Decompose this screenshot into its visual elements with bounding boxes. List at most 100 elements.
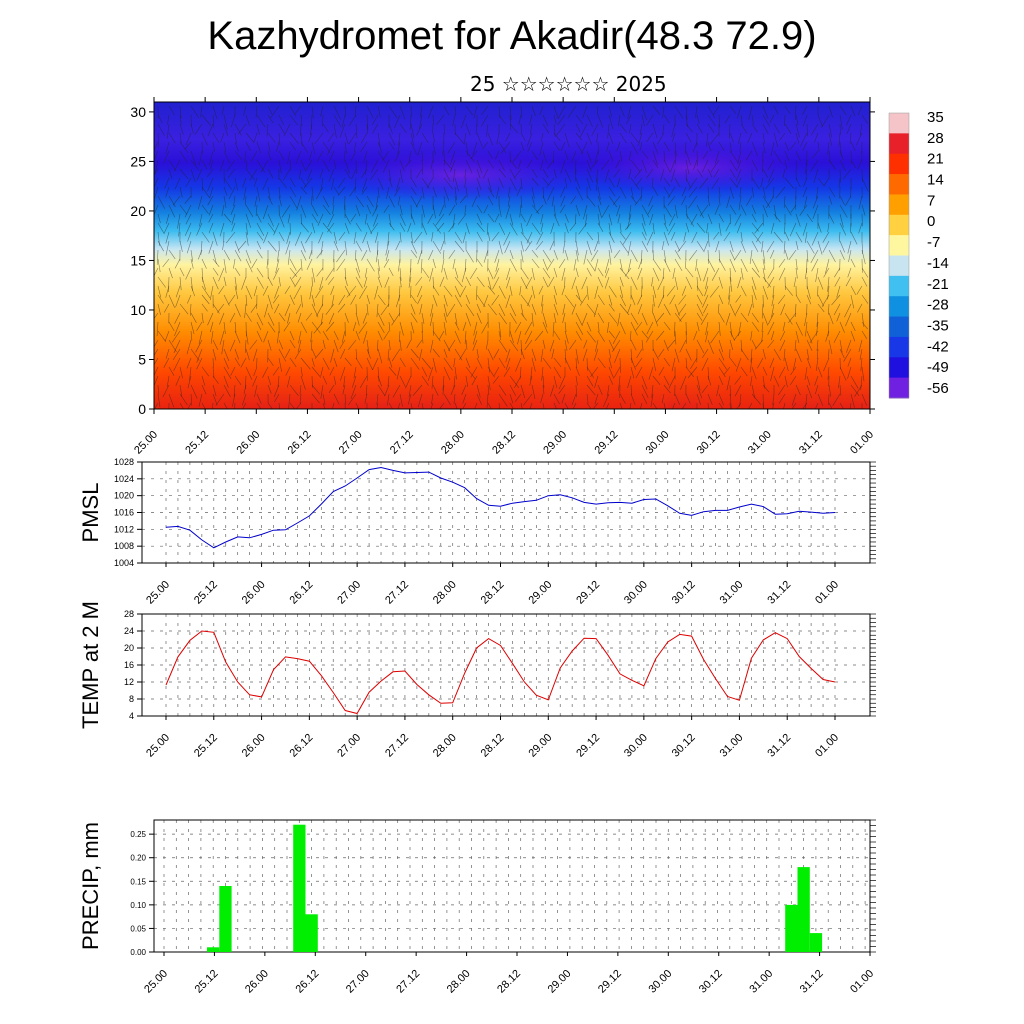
wind-barb (663, 213, 666, 225)
wind-barb (751, 267, 761, 278)
wind-barb (267, 240, 277, 252)
wind-barb (674, 393, 680, 405)
wind-barb (344, 141, 347, 154)
wind-barb (816, 348, 819, 359)
wind-barb (165, 348, 170, 359)
wind-barb (608, 348, 612, 359)
wind-barb (267, 276, 273, 286)
wind-barb (436, 222, 445, 232)
wind-barb (827, 366, 830, 380)
wind-barb (538, 285, 544, 295)
wind-barb (190, 159, 200, 171)
wind-barb (380, 303, 390, 316)
wind-barb (546, 159, 555, 169)
wind-barb (487, 348, 494, 361)
wind-barb (520, 402, 523, 409)
pmsl-x-tick-label: 28.12 (479, 579, 507, 607)
wind-barb (767, 276, 775, 289)
wind-barb (527, 141, 533, 152)
wind-barb (696, 204, 704, 219)
wind-barb (844, 303, 852, 318)
wind-barb (535, 240, 544, 251)
wind-barb (208, 240, 214, 254)
wind-barb (388, 402, 393, 409)
wind-barb (861, 330, 868, 339)
wind-barb (619, 132, 627, 144)
wind-barb (289, 141, 296, 151)
pmsl-x-tick-label: 28.00 (431, 579, 459, 607)
colorbar-swatch (889, 214, 909, 236)
wind-barb (586, 195, 596, 207)
wind-barb (311, 141, 316, 154)
temp-x-tick-label: 31.00 (718, 732, 746, 760)
wind-barb (364, 393, 368, 404)
wind-barb (454, 267, 459, 279)
wind-barb (751, 114, 754, 125)
wind-barb (178, 222, 181, 237)
wind-barb (432, 204, 436, 219)
wind-barb (558, 384, 566, 394)
wind-barb (681, 186, 687, 197)
wind-barb (509, 312, 517, 324)
wind-barb (300, 258, 303, 271)
wind-barb (230, 114, 236, 128)
wind-barb (711, 177, 720, 190)
wind-barb (629, 402, 632, 409)
pmsl-grid (142, 461, 870, 564)
wind-barb (838, 132, 841, 147)
wind-barb (398, 258, 401, 272)
wind-barb (391, 312, 401, 326)
wind-barb (619, 186, 627, 199)
wind-barb (383, 204, 390, 213)
wind-barb (215, 393, 225, 406)
wind-barb (828, 384, 832, 397)
wind-barb (427, 213, 434, 224)
wind-barb (384, 384, 390, 397)
wind-barb (630, 321, 638, 336)
wind-barb (256, 321, 262, 331)
wind-barb (431, 231, 434, 242)
wind-barb (619, 276, 624, 287)
wind-barb (344, 222, 350, 235)
wind-barb (253, 132, 258, 144)
precip-y-tick-label: 0.15 (130, 877, 146, 886)
wind-barb (674, 330, 677, 345)
wind-barb (553, 357, 562, 368)
wind-barb (761, 240, 764, 253)
wind-barb (850, 393, 855, 408)
wind-barb (164, 177, 170, 189)
wind-barb (828, 249, 836, 263)
wind-barb (262, 366, 269, 378)
wind-barb (366, 258, 375, 272)
wind-barb (388, 267, 394, 277)
wind-barb (747, 132, 753, 144)
wind-barb (454, 402, 458, 409)
wind-barb (190, 123, 194, 134)
wind-barb (718, 195, 721, 206)
wind-barb (586, 285, 589, 300)
wind-barb (154, 186, 159, 199)
wind-barb (705, 330, 709, 343)
wind-barb (828, 348, 830, 359)
xsec-y-tick-label: 30 (130, 104, 146, 120)
wind-barb (157, 384, 159, 395)
wind-barb (608, 231, 615, 244)
wind-barb (553, 204, 556, 217)
wind-barb (652, 141, 659, 154)
wind-barb (476, 177, 482, 190)
wind-barb (212, 366, 215, 379)
wind-barb (223, 150, 231, 164)
wind-barb (608, 339, 615, 351)
wind-barb (784, 285, 793, 296)
wind-barb (696, 240, 705, 253)
wind-barb (416, 123, 423, 136)
wind-barb (531, 357, 536, 372)
wind-barb (581, 312, 588, 326)
wind-barb (729, 168, 736, 178)
wind-barb (736, 222, 742, 234)
wind-barb (223, 258, 227, 274)
wind-barb (436, 114, 445, 125)
wind-barb (207, 177, 214, 192)
wind-barb (397, 141, 401, 155)
chart-title: Kazhydromet for Akadir(48.3 72.9) (207, 14, 817, 58)
